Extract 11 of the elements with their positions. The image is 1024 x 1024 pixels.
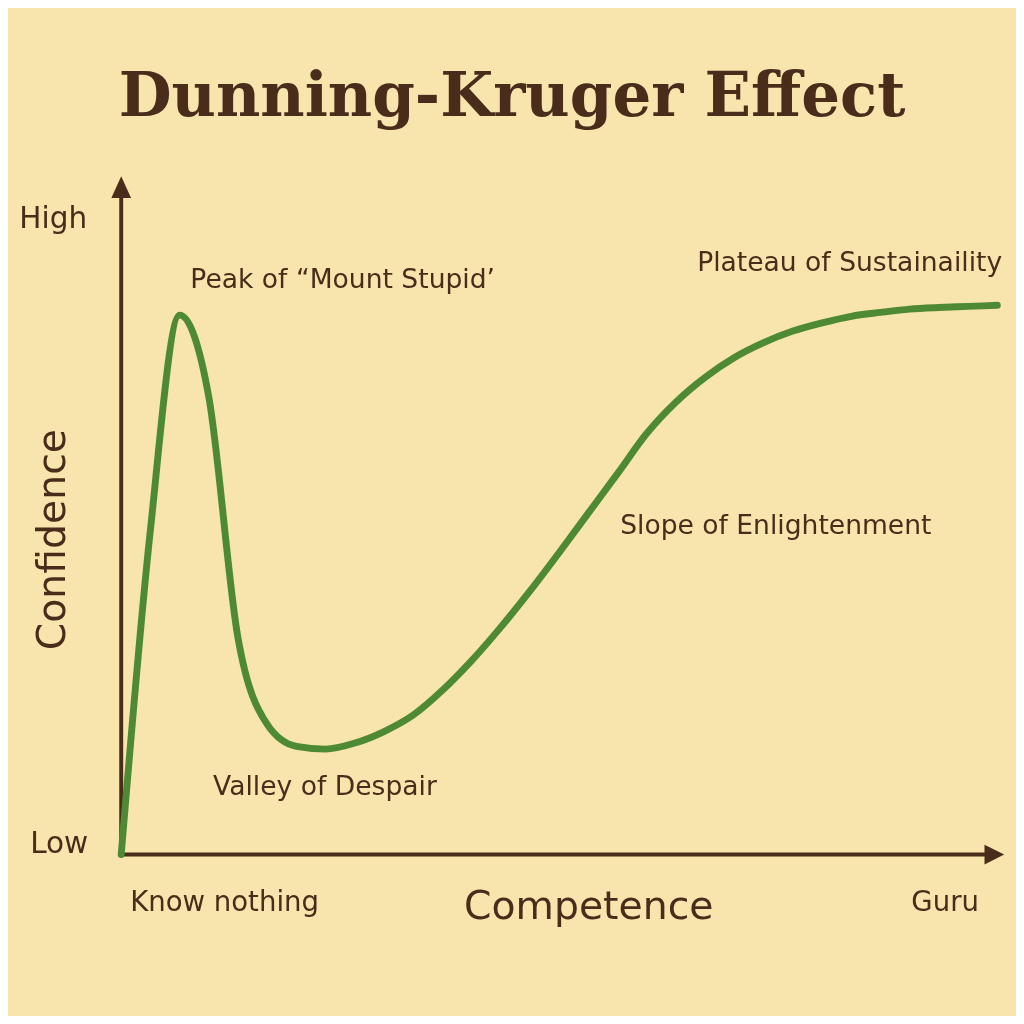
y-axis-title: Confidence: [28, 428, 75, 651]
annotation: Slope of Enlightenment: [620, 509, 932, 541]
x-axis-title: Competence: [464, 881, 714, 928]
chart-title: Dunning-Kruger Effect: [118, 59, 906, 131]
text: Guru: [911, 885, 979, 918]
text: Low: [30, 826, 89, 861]
text: High: [19, 201, 88, 236]
text: Peak of “Mount Stupid’: [190, 263, 496, 295]
annotation: Valley of Despair: [213, 769, 437, 801]
text: Plateau of Sustainaility: [697, 246, 1003, 278]
text: Know nothing: [130, 885, 319, 918]
